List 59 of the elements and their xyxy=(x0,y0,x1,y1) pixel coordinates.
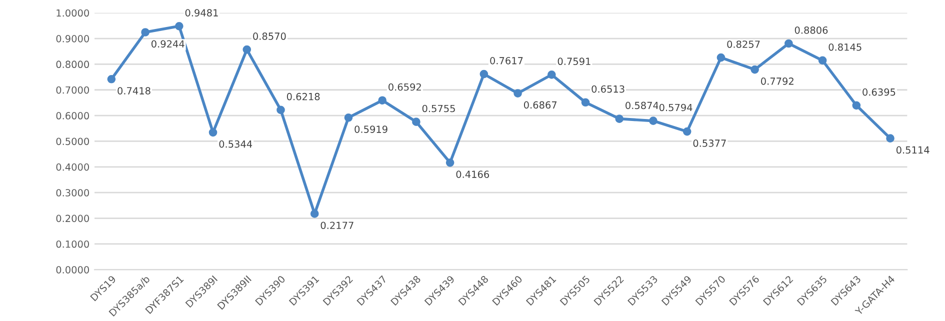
data-label: 0.5919 xyxy=(354,126,388,133)
y-tick-label: 0.2000 xyxy=(56,214,89,222)
y-tick-label: 0.4000 xyxy=(56,163,89,171)
point xyxy=(141,28,150,36)
point xyxy=(107,74,116,84)
data-label: 0.6513 xyxy=(592,85,624,93)
y-tick-label: 0.0000 xyxy=(56,266,89,274)
point xyxy=(649,116,658,126)
point xyxy=(310,210,319,218)
data-label: 0.6218 xyxy=(286,92,320,100)
point xyxy=(615,114,624,123)
point xyxy=(547,70,556,79)
data-label: 0.6867 xyxy=(524,101,557,109)
data-label: 0.8145 xyxy=(828,43,862,51)
data-label: 0.8806 xyxy=(794,26,828,34)
point xyxy=(174,22,184,30)
point xyxy=(344,113,353,122)
data-label: 0.9481 xyxy=(185,9,218,16)
data-label: 0.7617 xyxy=(490,57,523,64)
point xyxy=(514,89,522,98)
data-label: 0.8257 xyxy=(727,40,760,48)
data-label: 0.5377 xyxy=(693,140,726,147)
data-label: 0.2177 xyxy=(320,222,354,230)
y-tick-label: 0.7000 xyxy=(56,86,89,94)
y-tick-label: 0.5000 xyxy=(56,138,89,146)
point xyxy=(242,45,252,54)
data-label: 0.5874 xyxy=(626,102,658,110)
point xyxy=(480,70,488,78)
data-label: 0.7591 xyxy=(558,58,590,66)
data-label: 0.5794 xyxy=(659,104,692,112)
data-label: 0.7418 xyxy=(118,87,150,94)
point xyxy=(412,118,420,126)
y-tick-label: 0.8000 xyxy=(56,60,89,68)
point xyxy=(581,98,590,107)
point xyxy=(682,127,692,136)
point xyxy=(276,106,285,114)
data-label: 0.5114 xyxy=(896,146,930,154)
point xyxy=(378,96,386,105)
point xyxy=(818,56,827,65)
y-tick-label: 1.0000 xyxy=(56,9,89,17)
point xyxy=(446,158,454,167)
y-tick-label: 0.6000 xyxy=(56,112,89,120)
data-label: 0.6592 xyxy=(388,83,421,91)
y-tick-label: 0.1000 xyxy=(56,240,89,248)
data-label: 0.5344 xyxy=(219,140,252,148)
point xyxy=(852,101,861,110)
y-tick-label: 0.3000 xyxy=(56,189,89,196)
point xyxy=(886,134,894,142)
point xyxy=(716,53,726,62)
y-tick-label: 0.9000 xyxy=(56,35,89,42)
data-label: 0.5755 xyxy=(422,104,455,112)
data-label: 0.4166 xyxy=(456,170,490,178)
data-label: 0.8570 xyxy=(253,32,286,40)
data-label: 0.9244 xyxy=(151,40,184,48)
point xyxy=(750,65,759,74)
point xyxy=(784,39,793,48)
point xyxy=(208,128,218,137)
data-label: 0.6395 xyxy=(862,88,896,96)
data-label: 0.7792 xyxy=(761,78,794,85)
